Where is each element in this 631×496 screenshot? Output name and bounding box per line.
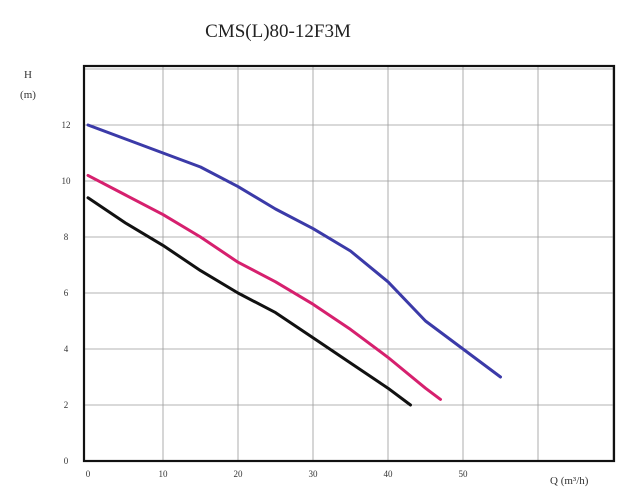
x-tick-label: 20 (234, 469, 244, 479)
x-tick-label: 40 (384, 469, 394, 479)
y-axis-unit: (m) (20, 89, 36, 101)
y-tick-labels: 0 2 4 6 8 10 12 (62, 120, 72, 466)
x-tick-labels: 0 10 20 30 40 50 (86, 469, 468, 479)
plot-frame (82, 64, 616, 463)
y-tick-label: 0 (64, 456, 69, 466)
series-line-2 (86, 173, 442, 401)
series-line-1 (86, 123, 502, 379)
y-axis-label: H (24, 69, 32, 81)
y-tick-label: 12 (62, 120, 71, 130)
chart-title: CMS(L)80-12F3M (205, 21, 351, 42)
series-line-3 (86, 196, 412, 407)
x-tick-label: 30 (309, 469, 319, 479)
y-tick-label: 10 (62, 176, 72, 186)
x-tick-label: 0 (86, 469, 91, 479)
x-tick-label: 10 (159, 469, 169, 479)
y-tick-label: 4 (64, 344, 69, 354)
grid-lines (84, 66, 614, 461)
y-tick-label: 6 (64, 288, 69, 298)
x-axis-label: Q (m³/h) (550, 475, 589, 487)
series-group (86, 123, 502, 407)
y-tick-label: 8 (64, 232, 69, 242)
x-tick-label: 50 (459, 469, 469, 479)
y-tick-label: 2 (64, 400, 69, 410)
